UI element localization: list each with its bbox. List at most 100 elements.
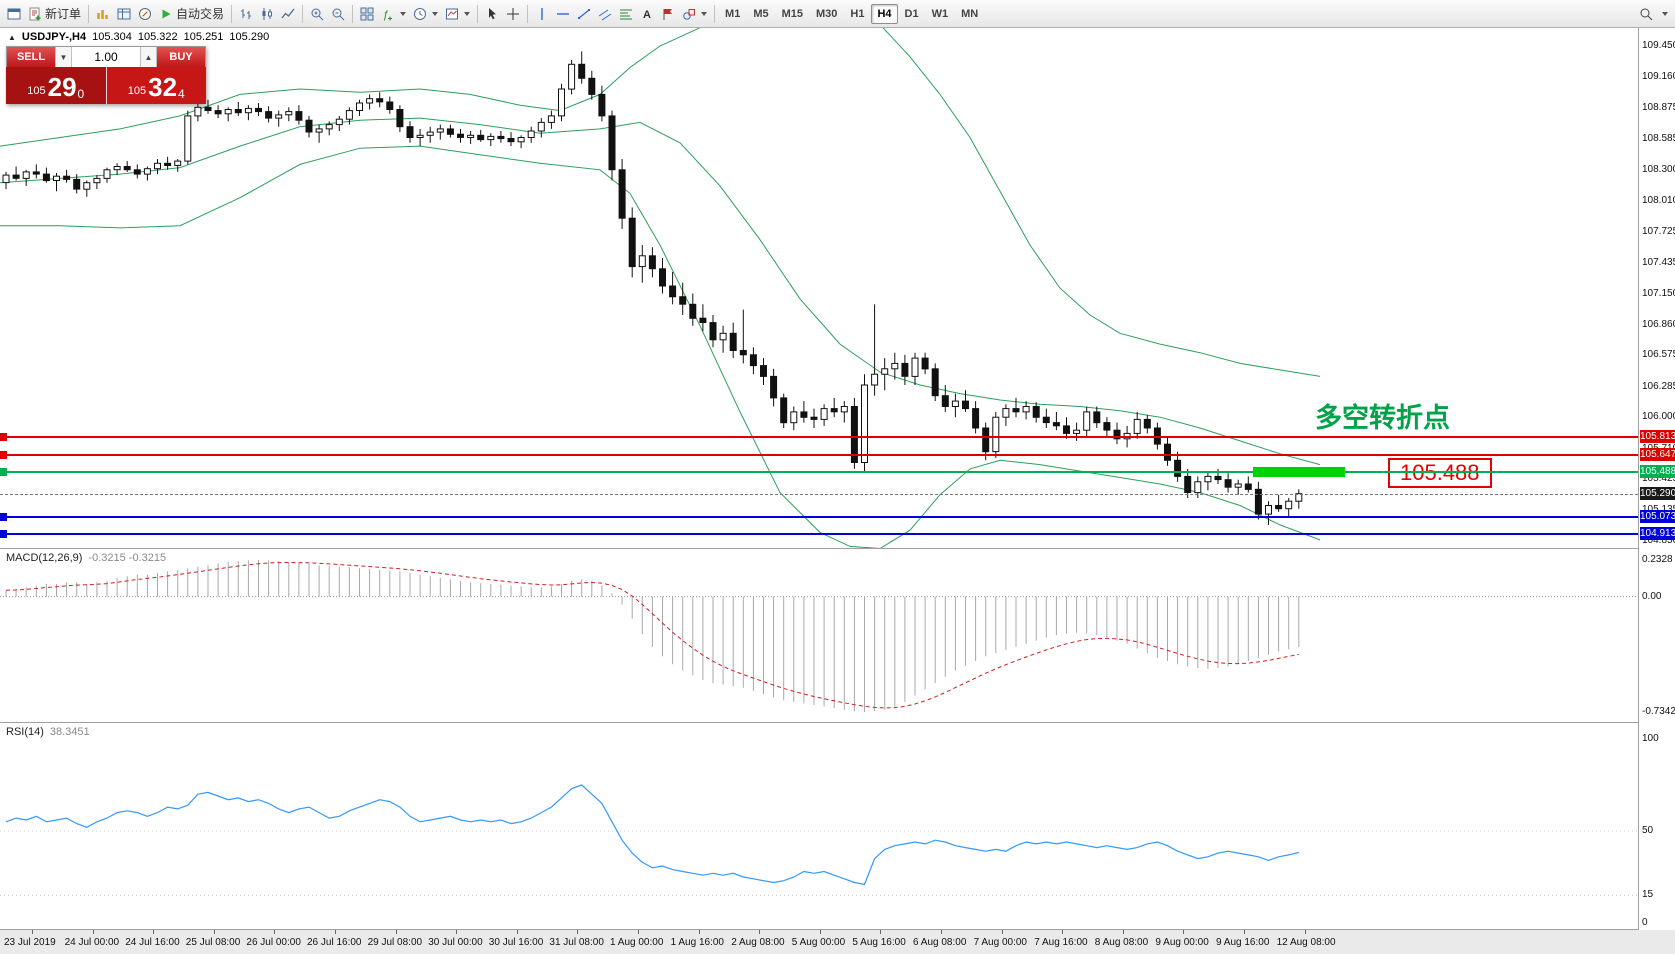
price-axis-label: 106.860 xyxy=(1642,318,1675,330)
timeframe-w1-button[interactable]: W1 xyxy=(931,7,949,20)
navigator-icon[interactable] xyxy=(135,5,155,23)
timeframe-mn-button[interactable]: MN xyxy=(961,7,979,20)
price-axis-label: 108.300 xyxy=(1642,163,1675,175)
price-axis-label: 104.850 xyxy=(1642,535,1675,546)
time-axis-tick xyxy=(516,930,518,934)
bar-chart-icon[interactable] xyxy=(236,5,256,23)
dropdown-caret-icon xyxy=(701,11,708,16)
time-axis-label: 31 Jul 08:00 xyxy=(549,937,604,948)
time-axis-tick xyxy=(880,930,882,934)
volume-increase-button[interactable]: ▲ xyxy=(140,47,157,67)
rsi-value: 38.3451 xyxy=(49,726,90,738)
price-axis-label: 106.285 xyxy=(1642,380,1675,392)
current-price-tag: 105.290 xyxy=(1640,486,1675,500)
line-chart-icon[interactable] xyxy=(278,5,298,23)
price-axis-label: 109.450 xyxy=(1642,40,1675,51)
rsi-name: RSI(14) xyxy=(6,726,44,738)
time-axis-tick xyxy=(1122,930,1124,934)
time-axis-tick xyxy=(698,930,700,934)
time-axis-label: 7 Aug 00:00 xyxy=(973,937,1027,948)
time-axis-tick xyxy=(819,930,821,934)
price-axis-label: 106.000 xyxy=(1642,411,1675,423)
time-axis-tick xyxy=(577,930,579,934)
time-axis-label: 30 Jul 16:00 xyxy=(488,937,544,948)
toolbar-separator xyxy=(88,4,90,23)
time-axis[interactable]: 23 Jul 2019 24 Jul 00:00 24 Jul 16:00 25 Ju… xyxy=(0,930,1675,954)
zoom-out-icon[interactable] xyxy=(328,5,348,23)
periods-button[interactable] xyxy=(410,5,441,23)
time-axis-label: 5 Aug 16:00 xyxy=(852,937,906,948)
sell-price-prefix: 105 xyxy=(27,85,46,97)
dropdown-caret-icon xyxy=(1662,11,1668,16)
vertical-line-tool-icon[interactable] xyxy=(532,5,552,23)
timeframe-m30-button[interactable]: M30 xyxy=(816,7,838,20)
time-axis-tick xyxy=(456,930,458,934)
templates-button[interactable] xyxy=(442,5,473,23)
trendline-tool-icon[interactable] xyxy=(574,5,594,23)
time-axis-label: 12 Aug 08:00 xyxy=(1276,937,1336,948)
app-window-icon[interactable] xyxy=(4,5,24,23)
panel-separator[interactable] xyxy=(0,548,1675,549)
price-chart[interactable] xyxy=(0,28,1638,549)
panel-separator[interactable] xyxy=(0,722,1675,723)
timeframe-h1-button[interactable]: H1 xyxy=(850,7,865,20)
timeframe-m5-button[interactable]: M5 xyxy=(753,7,769,20)
timeframe-m15-button[interactable]: M15 xyxy=(781,7,803,20)
sell-price-sup: 0 xyxy=(77,87,85,101)
volume-field-wrap xyxy=(72,47,140,67)
level-price-tag[interactable]: 105.647 xyxy=(1640,448,1675,462)
level-price-tag[interactable]: 105.488 xyxy=(1640,465,1675,479)
sell-price[interactable]: 105 29 0 xyxy=(6,67,106,104)
candlestick-chart-ic极on[interactable] xyxy=(257,5,277,23)
time-axis-tick xyxy=(274,930,276,934)
time-axis-label: 24 Jul 00:00 xyxy=(64,937,120,948)
macd-name: MACD(12,26,9) xyxy=(6,552,83,564)
volume-decrease-button[interactable]: ▼ xyxy=(55,47,72,67)
timeframe-h4-button[interactable]: H4 xyxy=(871,3,898,24)
zoom-in-icon[interactable] xyxy=(307,5,327,23)
search-icon[interactable] xyxy=(1636,5,1656,23)
price-axis-label: 107.150 xyxy=(1642,287,1675,299)
shapes-tool-button[interactable] xyxy=(679,5,710,23)
market-watch-icon[interactable] xyxy=(93,5,113,23)
time-axis-tick xyxy=(1062,930,1064,934)
buy-price-prefix: 105 xyxy=(127,85,147,97)
volume-input[interactable] xyxy=(72,47,140,67)
time-axis-tick xyxy=(32,930,33,934)
toolbar-overflow-icon[interactable] xyxy=(1657,10,1671,18)
timeframe-m1-button[interactable]: M1 xyxy=(725,7,741,20)
time-axis-tick xyxy=(335,930,336,934)
macd-axis-label: 0.2328 xyxy=(1642,554,1673,565)
cursor-icon[interactable] xyxy=(482,5,502,23)
horizontal-line-tool-icon[interactable] xyxy=(553,5,573,23)
level-price-tag[interactable]: 105.813 xyxy=(1640,430,1675,444)
time-axis-tick xyxy=(1244,930,1245,934)
macd-indicator-chart[interactable] xyxy=(0,549,1638,723)
level-price-tag[interactable]: 104.913 xyxy=(1640,527,1675,541)
channel-tool-icon[interactable] xyxy=(595,5,615,23)
tile-windows-icon[interactable] xyxy=(357,5,377,23)
indicators-button[interactable]: ƒ xyxy=(378,5,409,23)
new-order-button[interactable]: 新订单 xyxy=(25,3,84,24)
time-axis-tick xyxy=(213,930,215,934)
rsi-indicator-chart[interactable] xyxy=(0,723,1638,930)
autotrading-button[interactable]: 自动交易 xyxy=(156,3,227,24)
toolbar-separator xyxy=(302,4,304,23)
toolbar-separator xyxy=(527,4,529,23)
svg-text:ƒ: ƒ xyxy=(383,9,389,21)
sell-button[interactable]: SELL xyxy=(7,47,55,67)
price-axis[interactable]: 109.450 109.160 108.875 108.585 108.300 108.0… xyxy=(1638,28,1675,930)
time-axis-label: 29 Jul 08:00 xyxy=(367,937,423,948)
crosshair-icon[interactable] xyxy=(503,5,523,23)
buy-price[interactable]: 105 32 4 xyxy=(105,67,206,104)
timeframe-d1-button[interactable]: D1 xyxy=(904,7,919,20)
macd-axis-label: -0.7342 xyxy=(1642,706,1675,717)
fibonacci-tool-icon[interactable] xyxy=(616,5,636,23)
buy-button[interactable]: BUY xyxy=(157,47,205,67)
text-tool-icon[interactable]: A xyxy=(637,5,657,23)
level-price-tag[interactable]: 105.073 xyxy=(1640,510,1675,523)
data-window-icon[interactable] xyxy=(114,5,134,23)
price-axis-label: 107.435 xyxy=(1642,256,1675,268)
price-axis-label: 108.875 xyxy=(1642,101,1675,113)
arrow-label-tool-icon[interactable] xyxy=(658,5,678,23)
